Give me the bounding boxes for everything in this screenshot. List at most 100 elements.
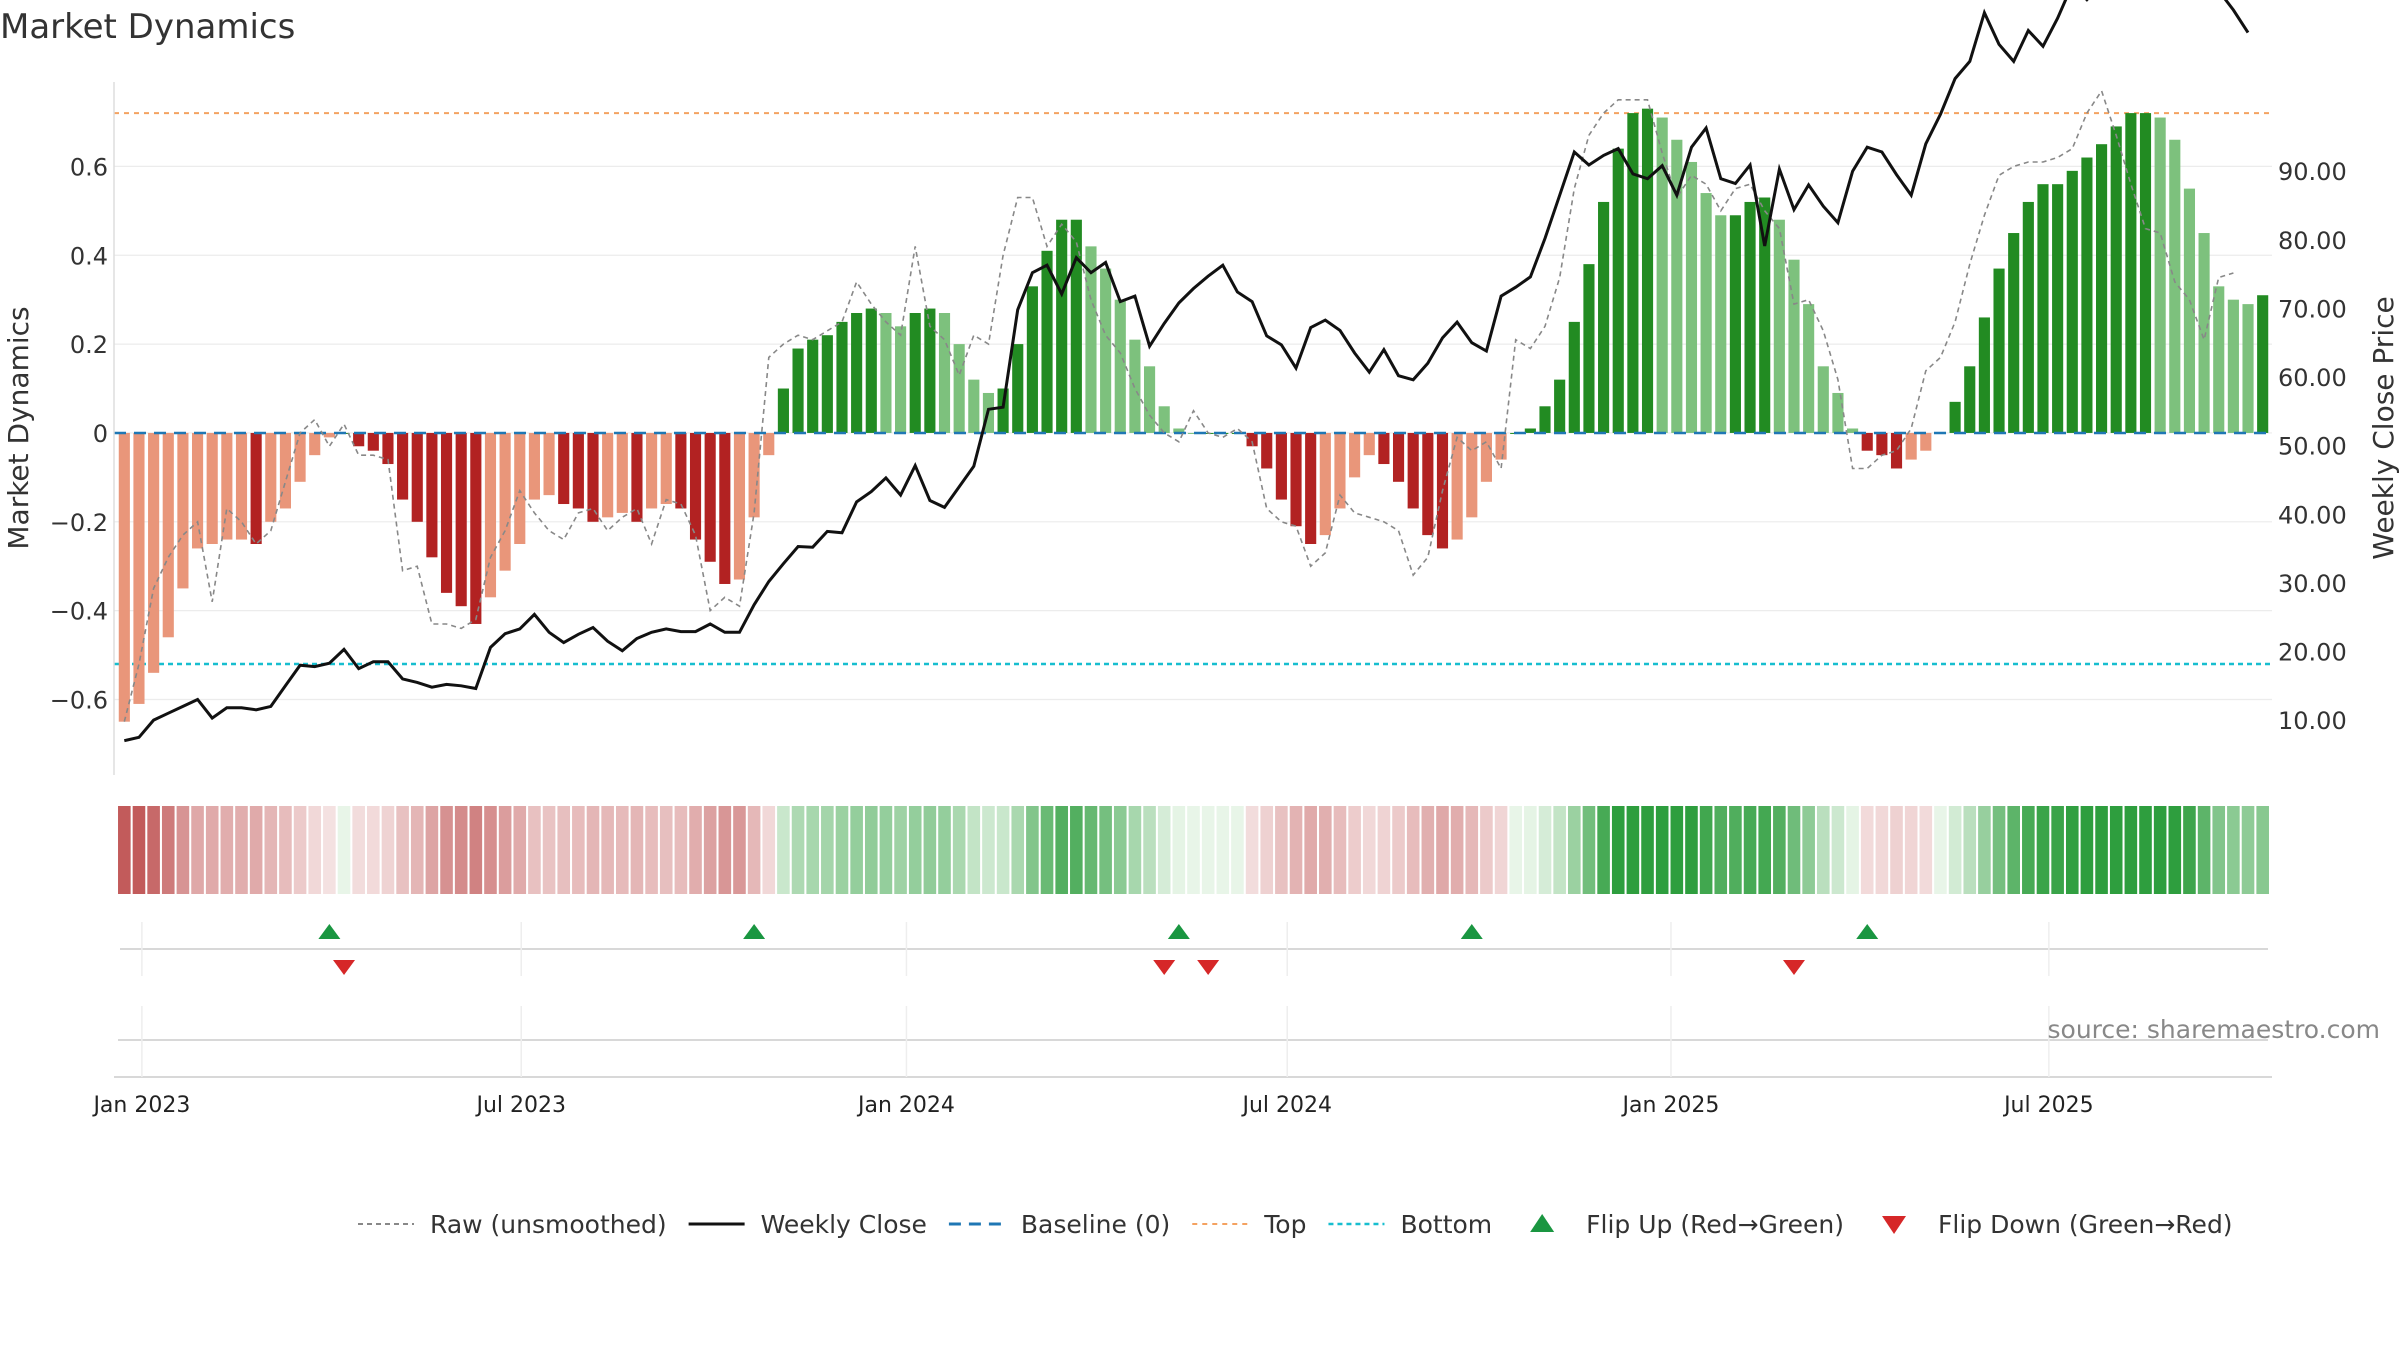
heat-strip-cell <box>1172 806 1186 894</box>
heat-strip-cell <box>1026 806 1039 894</box>
y2-axis-label: Weekly Close Price <box>2367 296 2400 559</box>
heat-strip-cell <box>1787 806 1801 894</box>
dynamics-bar <box>587 432 599 522</box>
heat-strip-cell <box>454 806 468 894</box>
dynamics-bar <box>294 432 306 482</box>
y2-tick-label: 90.00 <box>2278 158 2347 186</box>
legend-label: Bottom <box>1400 1210 1492 1239</box>
dynamics-bar <box>1114 299 1126 433</box>
flip-markers <box>318 924 1879 975</box>
heat-strip-cell <box>1934 806 1947 894</box>
y2-tick-label: 40.00 <box>2278 501 2347 529</box>
heat-strip-cell <box>1070 806 1083 894</box>
heat-strip-cell <box>894 806 907 894</box>
heat-strip-cell <box>1729 806 1742 894</box>
dynamics-bar <box>1861 432 1873 451</box>
dynamics-bar <box>1788 259 1800 433</box>
dynamics-bar <box>2198 233 2210 433</box>
dynamics-bar <box>1554 379 1566 433</box>
x-tick-label: Jan 2025 <box>1621 1093 1720 1118</box>
heat-strip-cell <box>864 806 878 894</box>
dynamics-bar <box>997 388 1009 433</box>
heat-strip-cell <box>2022 806 2035 894</box>
dynamics-bar <box>909 313 921 433</box>
heat-strip-cell <box>2241 806 2255 894</box>
heat-strip-cell <box>1333 806 1347 894</box>
heat-strip-cell <box>1480 806 1493 894</box>
x-tick-label: Jan 2024 <box>856 1093 955 1118</box>
heat-strip-cell <box>1831 806 1845 894</box>
dynamics-bar <box>1715 215 1727 433</box>
dynamics-bar <box>118 432 130 722</box>
dynamics-bar <box>1759 197 1771 433</box>
dynamics-bar <box>1056 219 1068 433</box>
heat-strip-cell <box>1611 806 1625 894</box>
heat-strip-cell <box>2227 806 2240 894</box>
dynamics-bar <box>1422 432 1434 536</box>
heat-strip-cell <box>542 806 556 894</box>
dynamics-bar <box>719 432 731 584</box>
dynamics-bar <box>221 432 233 540</box>
heat-strip-cell <box>220 806 234 894</box>
heat-strip-cell <box>1948 806 1962 894</box>
dynamics-bar <box>1392 432 1405 482</box>
dynamics-bar <box>2213 286 2225 433</box>
heat-strip-cell <box>1919 806 1933 894</box>
heat-strip-cell <box>205 806 219 894</box>
dynamics-bar <box>382 432 394 465</box>
heat-strip-cell <box>1890 806 1903 894</box>
heat-strip-cell <box>1524 806 1537 894</box>
legend-item-raw: Raw (unsmoothed) <box>358 1210 667 1239</box>
heat-strip-cell <box>1040 806 1054 894</box>
heat-strip-cell <box>645 806 658 894</box>
x-tick-label: Jul 2023 <box>474 1093 566 1118</box>
heat-strip-cell <box>1201 806 1215 894</box>
source-note: source: sharemaestro.com <box>2048 1015 2381 1044</box>
heat-strip-cell <box>1553 806 1566 894</box>
flip-up-marker <box>1856 924 1879 939</box>
heat-strip-cell <box>1846 806 1859 894</box>
heat-strip-cell <box>1685 806 1698 894</box>
dynamics-bar <box>704 432 716 562</box>
dynamics-bar <box>1612 148 1624 433</box>
dynamics-bar <box>646 432 658 509</box>
heat-strip-cell <box>235 806 248 894</box>
dynamics-bar <box>616 432 628 513</box>
dynamics-bar <box>1305 432 1317 544</box>
dynamics-bar <box>1480 432 1492 482</box>
heat-strip-cell <box>982 806 995 894</box>
dynamics-bar <box>851 313 863 433</box>
heat-strip-cell <box>938 806 951 894</box>
legend-item-baseline: Baseline (0) <box>948 1210 1170 1239</box>
heat-strip-cell <box>615 806 629 894</box>
heat-strip-cell <box>2065 806 2079 894</box>
heat-strip-cell <box>410 806 424 894</box>
heat-strip-cell <box>689 806 702 894</box>
dynamics-bar <box>1744 201 1756 433</box>
dynamics-bar <box>1627 113 1639 433</box>
y2-tick-label: 60.00 <box>2278 364 2347 392</box>
heat-strip-cell <box>1743 806 1757 894</box>
dynamics-bar <box>1685 161 1698 433</box>
heat-strip-cell <box>806 806 819 894</box>
heat-strip-cell <box>1231 806 1244 894</box>
heat-strip-cell <box>1143 806 1156 894</box>
dynamics-bar <box>895 326 907 433</box>
legend-label: Weekly Close <box>761 1210 927 1239</box>
heat-strip-cell <box>1641 806 1654 894</box>
legend-label: Baseline (0) <box>1021 1210 1170 1239</box>
heat-strip-cell <box>586 806 600 894</box>
dynamics-bar <box>1539 406 1551 433</box>
dynamics-bar <box>1847 428 1859 433</box>
right-tick-labels: 10.00 20.00 30.00 40.00 50.00 60.00 70.00 80.00… <box>2278 158 2347 735</box>
dynamics-bar <box>2183 188 2196 433</box>
dynamics-bar <box>235 432 248 540</box>
dynamics-bar <box>733 432 746 580</box>
dynamics-bar <box>2066 170 2078 433</box>
flip-up-marker <box>1167 924 1190 939</box>
dynamics-bar <box>2139 113 2152 433</box>
dynamics-bar <box>2022 201 2034 433</box>
flip-down-marker <box>1782 960 1805 975</box>
dynamics-bar <box>763 432 775 456</box>
heat-strip-cell <box>2256 806 2269 894</box>
